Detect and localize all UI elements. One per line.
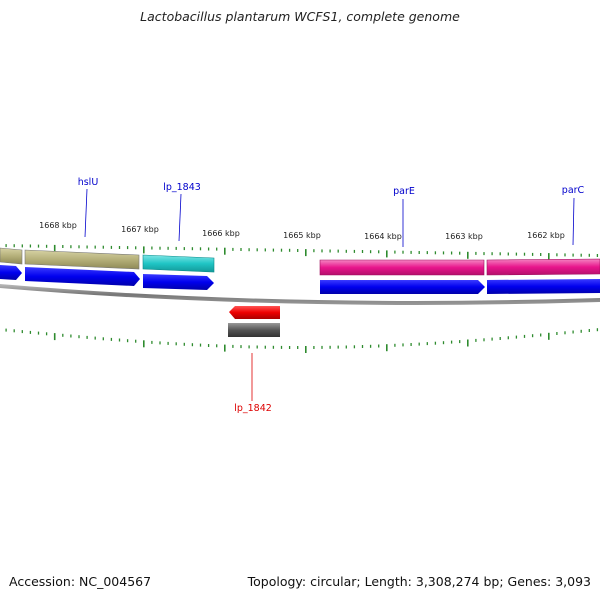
cds-arrow: [25, 267, 140, 286]
outer-tick-track: [5, 244, 599, 261]
gene-callout-line: [572, 197, 575, 246]
scale-label: 1668 kbp: [39, 221, 77, 230]
cog-segment-cyan: [142, 254, 215, 273]
cog-ring-reverse: [228, 323, 280, 337]
gene-label-lp-1842[interactable]: lp_1842: [234, 403, 272, 414]
cog-segment-olive: [24, 249, 140, 270]
cds-arrow: [487, 279, 600, 294]
cog-segment-magenta: [319, 259, 485, 276]
scale-labels: 1668 kbp 1667 kbp 1666 kbp 1665 kbp 1664…: [39, 221, 565, 241]
cog-segment-magenta: [486, 258, 600, 276]
gene-label-lp-1843[interactable]: lp_1843: [163, 182, 201, 193]
cds-arrow: [0, 265, 22, 280]
scale-label: 1664 kbp: [364, 232, 402, 241]
scale-label: 1662 kbp: [527, 231, 565, 240]
map-title: Lactobacillus plantarum WCFS1, complete …: [140, 9, 460, 24]
gene-callouts: hslU lp_1843 parE parC lp_1842: [78, 177, 585, 414]
cog-ring-forward: [0, 247, 600, 276]
cds-ring-forward: [0, 265, 600, 294]
cds-ring-reverse: [229, 306, 280, 319]
cds-arrow: [229, 306, 280, 319]
scale-label: 1665 kbp: [283, 231, 321, 240]
scale-label: 1667 kbp: [121, 225, 159, 234]
accession-label: Accession: NC_004567: [9, 574, 152, 589]
gene-label-parc[interactable]: parC: [562, 185, 585, 196]
cog-segment-olive: [0, 247, 23, 265]
gene-callout-line: [178, 193, 182, 242]
scale-label: 1663 kbp: [445, 232, 483, 241]
gene-callout-line: [84, 188, 88, 238]
cds-arrow: [143, 274, 214, 290]
scale-label: 1666 kbp: [202, 229, 240, 238]
genome-summary: Topology: circular; Length: 3,308,274 bp…: [247, 574, 591, 589]
cds-arrow: [320, 280, 485, 294]
gene-label-hslu[interactable]: hslU: [78, 177, 99, 188]
gene-label-pare[interactable]: parE: [393, 186, 415, 197]
genome-backbone: [0, 284, 600, 305]
inner-tick-track: [5, 328, 599, 353]
cog-segment-gray: [228, 323, 280, 337]
